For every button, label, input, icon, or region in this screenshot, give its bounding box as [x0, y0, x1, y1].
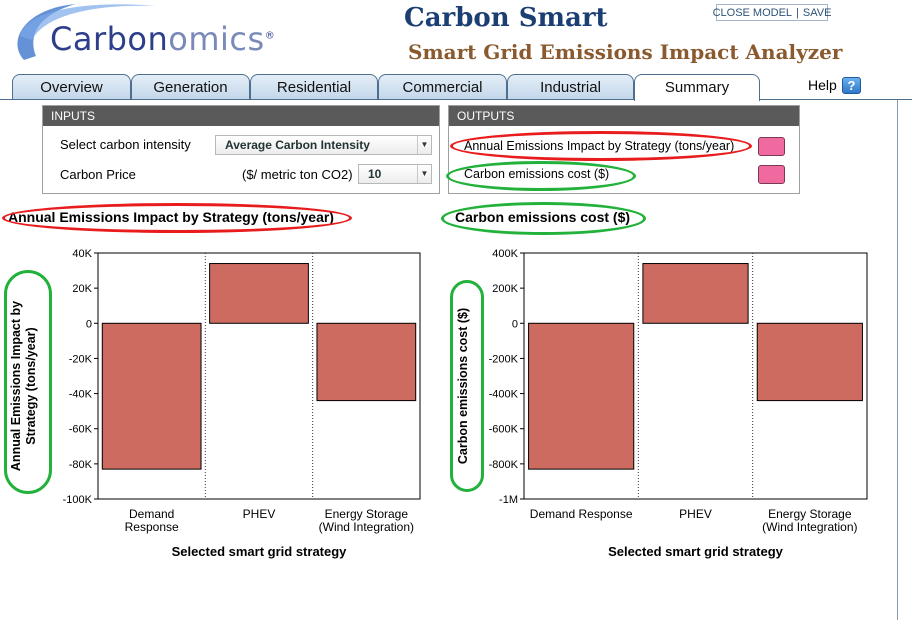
tab-strip-line — [0, 99, 912, 100]
right-ylabel-highlight — [450, 280, 484, 492]
x-tick-label: Energy Storage — [768, 507, 852, 521]
x-tick-label: (Wind Integration) — [319, 520, 414, 534]
outputs-header: OUTPUTS — [449, 106, 799, 126]
carbon-price-select[interactable]: 10 ▼ — [358, 164, 432, 184]
tab-industrial[interactable]: Industrial — [507, 74, 634, 100]
x-tick-label: PHEV — [679, 507, 712, 521]
output-cost-swatch[interactable] — [758, 165, 785, 184]
link-separator: | — [796, 6, 799, 19]
app-subtitle: Smart Grid Emissions Impact Analyzer — [408, 40, 843, 64]
carbon-intensity-value: Average Carbon Intensity — [225, 138, 370, 152]
tab-overview[interactable]: Overview — [12, 74, 131, 100]
y-tick-label: -60K — [69, 424, 93, 436]
y-axis-title: Strategy (tons/year) — [24, 327, 38, 444]
x-axis-title: Selected smart grid strategy — [608, 544, 784, 559]
save-link[interactable]: SAVE — [802, 6, 832, 19]
emissions-impact-chart: 40K 20K 0 -20K -40K -60K -80K -100K DemandRespon… — [9, 248, 421, 559]
left-title-highlight — [2, 203, 352, 233]
output-emissions-swatch[interactable] — [758, 137, 785, 156]
x-tick-label: PHEV — [243, 507, 276, 521]
bar — [316, 322, 417, 402]
carbonomics-logo: Carbonomics® — [50, 20, 275, 58]
logo-part-highlight: omics — [168, 20, 265, 58]
carbon-price-label: Carbon Price — [60, 167, 136, 182]
x-tick-label: Demand Response — [530, 507, 633, 521]
carbon-intensity-select[interactable]: Average Carbon Intensity ▼ — [215, 135, 432, 155]
y-tick-label: -600K — [489, 424, 519, 436]
output-emissions-highlight — [450, 131, 752, 161]
left-ylabel-highlight — [4, 270, 52, 494]
carbon-price-value: 10 — [368, 167, 382, 181]
emissions-cost-chart: 400K 200K 0 -200K -400K -600K -800K -1M Demand R… — [456, 248, 868, 559]
inputs-header: INPUTS — [43, 106, 439, 126]
bar — [642, 263, 749, 324]
y-tick-label: 20K — [72, 283, 92, 295]
x-tick-label: Response — [125, 520, 179, 534]
y-tick-label: -800K — [489, 459, 519, 471]
carbon-price-unit: ($/ metric ton CO2) — [242, 167, 353, 182]
help-icon[interactable]: ? — [842, 77, 861, 94]
y-tick-label: -400K — [489, 389, 519, 401]
logo-part-main: Carbon — [50, 20, 169, 58]
bar — [756, 322, 863, 402]
x-tick-label: (Wind Integration) — [762, 520, 857, 534]
chevron-down-icon[interactable]: ▼ — [417, 136, 431, 154]
carbon-intensity-label: Select carbon intensity — [60, 137, 191, 152]
help-label[interactable]: Help — [808, 77, 837, 93]
y-tick-label: 0 — [86, 318, 92, 330]
logo-swoosh — [17, 4, 156, 60]
y-tick-label: 200K — [492, 283, 518, 295]
right-title-highlight — [441, 202, 646, 235]
tab-generation[interactable]: Generation — [131, 74, 250, 100]
y-tick-label: -200K — [489, 353, 519, 365]
y-axis-title: Carbon emissions cost ($) — [456, 308, 470, 464]
bar — [209, 263, 309, 324]
y-tick-label: -1M — [499, 494, 518, 506]
logo-registered-mark: ® — [264, 30, 276, 42]
app-title: Carbon Smart — [404, 3, 608, 33]
bar — [101, 322, 202, 470]
tab-commercial[interactable]: Commercial — [378, 74, 507, 100]
x-axis-title: Selected smart grid strategy — [172, 544, 348, 559]
y-tick-label: -80K — [69, 459, 93, 471]
y-tick-label: -40K — [69, 389, 93, 401]
y-axis-title: Annual Emissions Impact by — [9, 301, 23, 471]
content-border — [897, 100, 898, 620]
y-tick-label: -100K — [63, 494, 93, 506]
bar — [528, 322, 635, 470]
tab-residential[interactable]: Residential — [250, 74, 378, 100]
x-tick-label: Energy Storage — [325, 507, 409, 521]
output-cost-highlight — [446, 161, 636, 191]
y-tick-label: 40K — [72, 248, 92, 260]
y-tick-label: 0 — [512, 318, 518, 330]
chevron-down-icon[interactable]: ▼ — [417, 165, 431, 183]
top-links: CLOSE MODEL | SAVE — [712, 4, 831, 21]
x-tick-label: Demand — [129, 507, 174, 521]
y-tick-label: -20K — [69, 353, 93, 365]
tab-summary[interactable]: Summary — [634, 74, 760, 101]
y-tick-label: 400K — [492, 248, 518, 260]
close-model-link[interactable]: CLOSE MODEL — [712, 6, 793, 19]
